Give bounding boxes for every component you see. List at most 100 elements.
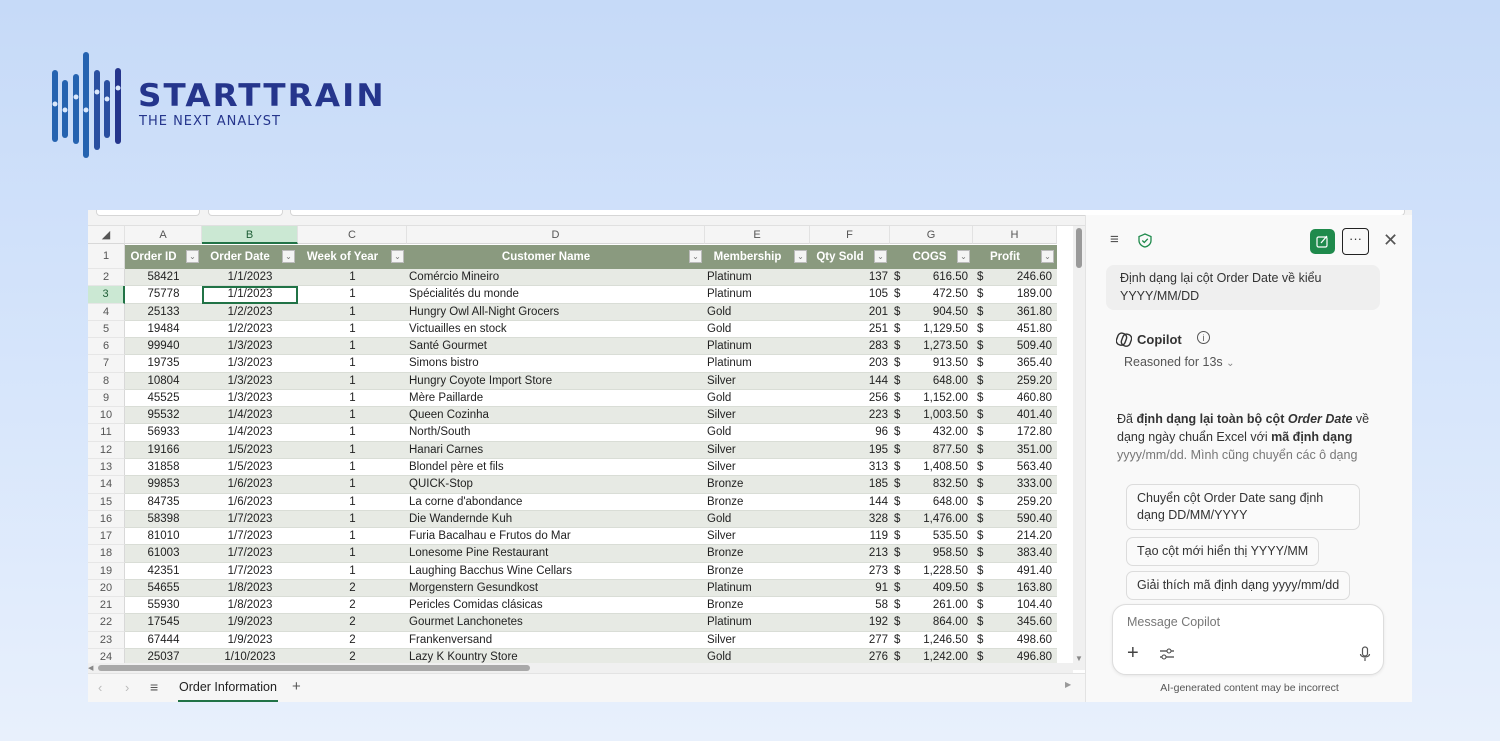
- cell-week-of-year[interactable]: 1: [349, 426, 356, 439]
- cell-order-date[interactable]: 1/6/2023: [227, 478, 273, 491]
- cell-customer-name[interactable]: Hungry Owl All-Night Grocers: [409, 305, 560, 318]
- cell-order-date[interactable]: 1/2/2023: [227, 322, 273, 335]
- cell-week-of-year[interactable]: 1: [349, 495, 356, 508]
- cell-membership[interactable]: Gold: [707, 650, 732, 663]
- cell-order-date[interactable]: 1/8/2023: [227, 599, 273, 612]
- cell-week-of-year[interactable]: 2: [349, 650, 356, 663]
- row-number[interactable]: 16: [88, 510, 125, 529]
- cell-membership[interactable]: Gold: [707, 512, 732, 525]
- cell-qty-sold[interactable]: 213: [868, 547, 888, 560]
- sheet-tab-order-information[interactable]: Order Information: [178, 674, 278, 702]
- microphone-icon[interactable]: [1359, 646, 1371, 662]
- filter-dropdown-icon[interactable]: ⌄: [1041, 250, 1054, 263]
- row-number[interactable]: 5: [88, 320, 125, 339]
- cell-qty-sold[interactable]: 195: [868, 443, 888, 456]
- cell-order-id[interactable]: 55930: [147, 599, 180, 612]
- cell-customer-name[interactable]: Queen Cozinha: [409, 409, 489, 422]
- suggestion-chip[interactable]: Giải thích mã định dạng yyyy/mm/dd: [1126, 571, 1351, 600]
- cell-week-of-year[interactable]: 1: [349, 340, 356, 353]
- horizontal-scroll-thumb[interactable]: [98, 665, 530, 671]
- add-attachment-icon[interactable]: +: [1127, 642, 1139, 664]
- cell-order-date[interactable]: 1/5/2023: [227, 443, 273, 456]
- cell-profit[interactable]: 189.00: [1016, 288, 1052, 301]
- cell-membership[interactable]: Silver: [707, 633, 736, 646]
- message-input-placeholder[interactable]: Message Copilot: [1127, 615, 1221, 629]
- cell-profit[interactable]: 345.60: [1016, 616, 1052, 629]
- cell-membership[interactable]: Platinum: [707, 357, 752, 370]
- cell-order-date[interactable]: 1/10/2023: [224, 650, 276, 663]
- cell-customer-name[interactable]: La corne d'abondance: [409, 495, 523, 508]
- cell-cogs[interactable]: 1,152.00: [923, 391, 968, 404]
- scroll-down-icon[interactable]: ▼: [1075, 654, 1083, 663]
- cell-qty-sold[interactable]: 313: [868, 460, 888, 473]
- cell-cogs[interactable]: 409.50: [932, 581, 968, 594]
- cell-membership[interactable]: Bronze: [707, 478, 744, 491]
- cell-week-of-year[interactable]: 1: [349, 409, 356, 422]
- filter-dropdown-icon[interactable]: ⌄: [689, 250, 702, 263]
- cell-customer-name[interactable]: Laughing Bacchus Wine Cellars: [409, 564, 573, 577]
- cell-qty-sold[interactable]: 277: [868, 633, 888, 646]
- cell-profit[interactable]: 451.80: [1016, 322, 1052, 335]
- cell-order-id[interactable]: 25037: [147, 650, 180, 663]
- cell-order-date[interactable]: 1/3/2023: [227, 374, 273, 387]
- cell-profit[interactable]: 496.80: [1016, 650, 1052, 663]
- cell-membership[interactable]: Silver: [707, 460, 736, 473]
- column-header-d[interactable]: D: [407, 226, 705, 244]
- cell-membership[interactable]: Gold: [707, 391, 732, 404]
- cell-week-of-year[interactable]: 1: [349, 564, 356, 577]
- cell-customer-name[interactable]: Blondel père et fils: [409, 460, 504, 473]
- cell-order-id[interactable]: 19484: [147, 322, 180, 335]
- cell-order-date[interactable]: 1/3/2023: [227, 391, 273, 404]
- cell-profit[interactable]: 383.40: [1016, 547, 1052, 560]
- column-header-c[interactable]: C: [298, 226, 407, 244]
- reasoned-toggle[interactable]: Reasoned for 13s ⌄: [1124, 355, 1235, 371]
- cell-cogs[interactable]: 832.50: [932, 478, 968, 491]
- column-header-g[interactable]: G: [890, 226, 973, 244]
- cell-order-id[interactable]: 61003: [147, 547, 180, 560]
- cell-week-of-year[interactable]: 1: [349, 547, 356, 560]
- cell-profit[interactable]: 172.80: [1016, 426, 1052, 439]
- cell-qty-sold[interactable]: 144: [868, 374, 888, 387]
- cell-order-id[interactable]: 19166: [147, 443, 180, 456]
- cell-order-id[interactable]: 25133: [147, 305, 180, 318]
- row-number[interactable]: 22: [88, 614, 125, 632]
- settings-sliders-icon[interactable]: [1159, 647, 1175, 661]
- cell-customer-name[interactable]: Victuailles en stock: [409, 322, 507, 335]
- row-number[interactable]: 10: [88, 407, 125, 425]
- cell-qty-sold[interactable]: 201: [868, 305, 888, 318]
- cell-cogs[interactable]: 648.00: [932, 495, 968, 508]
- cell-order-date[interactable]: 1/1/2023: [202, 286, 298, 304]
- cell-customer-name[interactable]: Mère Paillarde: [409, 391, 484, 404]
- cell-order-date[interactable]: 1/2/2023: [227, 305, 273, 318]
- cell-order-date[interactable]: 1/8/2023: [227, 581, 273, 594]
- cell-customer-name[interactable]: Pericles Comidas clásicas: [409, 599, 543, 612]
- cell-qty-sold[interactable]: 96: [875, 426, 888, 439]
- cell-profit[interactable]: 401.40: [1016, 409, 1052, 422]
- cell-order-date[interactable]: 1/7/2023: [227, 512, 273, 525]
- cell-profit[interactable]: 509.40: [1016, 340, 1052, 353]
- cell-order-id[interactable]: 42351: [147, 564, 180, 577]
- filter-dropdown-icon[interactable]: ⌄: [874, 250, 887, 263]
- row-number[interactable]: 20: [88, 579, 125, 598]
- cell-order-date[interactable]: 1/7/2023: [227, 547, 273, 560]
- row-number[interactable]: 6: [88, 338, 125, 356]
- cell-profit[interactable]: 214.20: [1016, 530, 1052, 543]
- row-number[interactable]: 18: [88, 545, 125, 563]
- message-input-box[interactable]: Message Copilot +: [1112, 604, 1384, 675]
- cell-week-of-year[interactable]: 1: [349, 374, 356, 387]
- cell-cogs[interactable]: 1,003.50: [923, 409, 968, 422]
- cell-order-date[interactable]: 1/3/2023: [227, 340, 273, 353]
- cell-cogs[interactable]: 472.50: [932, 288, 968, 301]
- cell-membership[interactable]: Gold: [707, 426, 732, 439]
- cell-membership[interactable]: Platinum: [707, 340, 752, 353]
- cell-profit[interactable]: 104.40: [1016, 599, 1052, 612]
- cell-membership[interactable]: Platinum: [707, 288, 752, 301]
- cell-customer-name[interactable]: Die Wandernde Kuh: [409, 512, 513, 525]
- cell-cogs[interactable]: 864.00: [932, 616, 968, 629]
- cell-membership[interactable]: Platinum: [707, 616, 752, 629]
- cell-qty-sold[interactable]: 223: [868, 409, 888, 422]
- row-number[interactable]: 11: [88, 424, 125, 442]
- name-box[interactable]: [96, 210, 200, 216]
- cell-order-id[interactable]: 58421: [147, 271, 180, 283]
- cell-week-of-year[interactable]: 1: [349, 305, 356, 318]
